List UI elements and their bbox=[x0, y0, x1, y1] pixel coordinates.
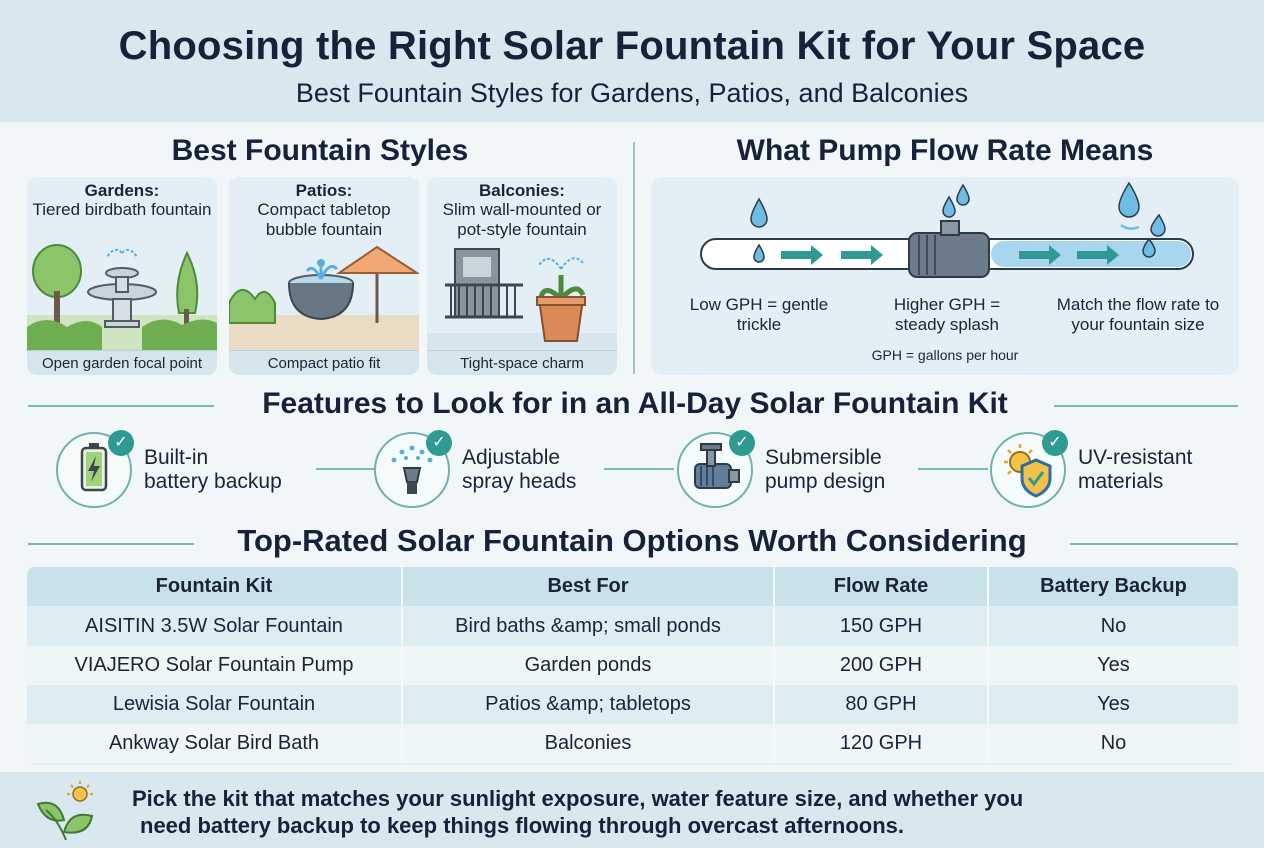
options-section-title: Top-Rated Solar Fountain Options Worth C… bbox=[237, 523, 1027, 558]
bottom-tip-banner: Pick the kit that matches your sunlight … bbox=[0, 772, 1264, 848]
style-card-footer: Tight-space charm bbox=[427, 350, 617, 375]
page-subtitle: Best Fountain Styles for Gardens, Patios… bbox=[295, 78, 969, 108]
feature-connector bbox=[918, 468, 988, 470]
table-cell: Patios &amp; tabletops bbox=[403, 685, 775, 724]
check-icon: ✓ bbox=[426, 430, 452, 456]
table-row: Lewisia Solar Fountain Patios &amp; tabl… bbox=[27, 685, 1238, 724]
table-cell: VIAJERO Solar Fountain Pump bbox=[27, 646, 403, 685]
features-rule-left bbox=[28, 405, 214, 407]
feature-connector bbox=[316, 468, 374, 470]
table-cell: Ankway Solar Bird Bath bbox=[27, 724, 403, 763]
flow-label-match: Match the flow rate to your fountain siz… bbox=[1056, 295, 1220, 334]
vertical-divider bbox=[633, 142, 635, 374]
tabletop-bubble-fountain-illustration bbox=[229, 245, 419, 351]
feature-uv-resistant: ✓ UV-resistant materials bbox=[990, 430, 1230, 512]
style-card-desc: Slim wall-mounted or pot-style fountain bbox=[442, 200, 602, 239]
table-row: VIAJERO Solar Fountain Pump Garden ponds… bbox=[27, 646, 1238, 685]
check-icon: ✓ bbox=[108, 430, 134, 456]
flow-rate-panel: Low GPH = gentle trickle Higher GPH = st… bbox=[651, 177, 1239, 375]
table-cell: No bbox=[989, 607, 1238, 646]
column-header: Battery Backup bbox=[989, 567, 1238, 606]
battery-icon bbox=[80, 443, 108, 492]
table-header-row: Fountain Kit Best For Flow Rate Battery … bbox=[27, 567, 1238, 606]
page-title: Choosing the Right Solar Fountain Kit fo… bbox=[118, 24, 1146, 68]
feature-adjustable-spray: ✓ Adjustable spray heads bbox=[374, 430, 604, 512]
table-cell: Yes bbox=[989, 685, 1238, 724]
sun-leaf-icon bbox=[36, 781, 94, 841]
style-card-footer: Open garden focal point bbox=[27, 350, 217, 375]
style-card-footer: Compact patio fit bbox=[229, 350, 419, 375]
column-header: Best For bbox=[403, 567, 775, 606]
styles-section-title: Best Fountain Styles bbox=[171, 134, 469, 167]
wall-mounted-pot-fountain-illustration bbox=[427, 248, 617, 351]
features-section-title: Features to Look for in an All-Day Solar… bbox=[262, 387, 1008, 420]
pump-icon bbox=[694, 443, 740, 489]
flow-label-low: Low GPH = gentle trickle bbox=[689, 295, 829, 334]
feature-label: Adjustable spray heads bbox=[462, 446, 577, 493]
style-card-heading: Balconies: bbox=[479, 181, 565, 200]
fountain-options-table: Fountain Kit Best For Flow Rate Battery … bbox=[27, 567, 1238, 765]
feature-battery-backup: ✓ Built-in battery backup bbox=[56, 430, 316, 512]
table-cell: 120 GPH bbox=[775, 724, 989, 763]
gph-definition-note: GPH = gallons per hour bbox=[871, 347, 1019, 363]
table-cell: No bbox=[989, 724, 1238, 763]
table-cell: Garden ponds bbox=[403, 646, 775, 685]
feature-label: UV-resistant materials bbox=[1078, 446, 1193, 493]
style-card-balconies: Balconies: Slim wall-mounted or pot-styl… bbox=[427, 177, 617, 375]
column-header: Flow Rate bbox=[775, 567, 989, 606]
feature-label: Built-in battery backup bbox=[144, 446, 282, 493]
table-cell: 150 GPH bbox=[775, 607, 989, 646]
bottom-tip-text: Pick the kit that matches your sunlight … bbox=[132, 786, 1024, 838]
style-card-patios: Patios: Compact tabletop bubble fountain… bbox=[229, 177, 419, 375]
table-cell: Lewisia Solar Fountain bbox=[27, 685, 403, 724]
tiered-birdbath-illustration bbox=[27, 244, 217, 351]
table-cell: 80 GPH bbox=[775, 685, 989, 724]
style-card-heading: Patios: bbox=[295, 181, 353, 200]
flow-section-title: What Pump Flow Rate Means bbox=[736, 134, 1154, 167]
header-banner: Choosing the Right Solar Fountain Kit fo… bbox=[0, 0, 1264, 122]
flow-label-high: Higher GPH = steady splash bbox=[893, 295, 1001, 334]
uv-shield-icon bbox=[1004, 444, 1052, 498]
pump-flow-diagram bbox=[700, 181, 1194, 278]
table-cell: AISITIN 3.5W Solar Fountain bbox=[27, 607, 403, 646]
spray-head-icon bbox=[391, 445, 433, 494]
check-icon: ✓ bbox=[729, 430, 755, 456]
table-cell: Yes bbox=[989, 646, 1238, 685]
table-cell: Bird baths &amp; small ponds bbox=[403, 607, 775, 646]
style-card-heading: Gardens: bbox=[84, 181, 160, 200]
table-row: AISITIN 3.5W Solar Fountain Bird baths &… bbox=[27, 607, 1238, 646]
table-cell: 200 GPH bbox=[775, 646, 989, 685]
style-card-desc: Compact tabletop bubble fountain bbox=[257, 200, 391, 239]
options-rule-right bbox=[1070, 543, 1238, 545]
column-header: Fountain Kit bbox=[27, 567, 403, 606]
features-rule-right bbox=[1054, 405, 1238, 407]
table-cell: Balconies bbox=[403, 724, 775, 763]
table-row: Ankway Solar Bird Bath Balconies 120 GPH… bbox=[27, 724, 1238, 763]
check-icon: ✓ bbox=[1042, 430, 1068, 456]
feature-label: Submersible pump design bbox=[765, 446, 886, 493]
options-rule-left bbox=[28, 543, 194, 545]
feature-submersible-pump: ✓ Submersible pump design bbox=[677, 430, 917, 512]
style-card-gardens: Gardens: Tiered birdbath fountain Open g… bbox=[27, 177, 217, 375]
style-card-desc: Tiered birdbath fountain bbox=[32, 200, 212, 219]
feature-connector bbox=[604, 468, 674, 470]
